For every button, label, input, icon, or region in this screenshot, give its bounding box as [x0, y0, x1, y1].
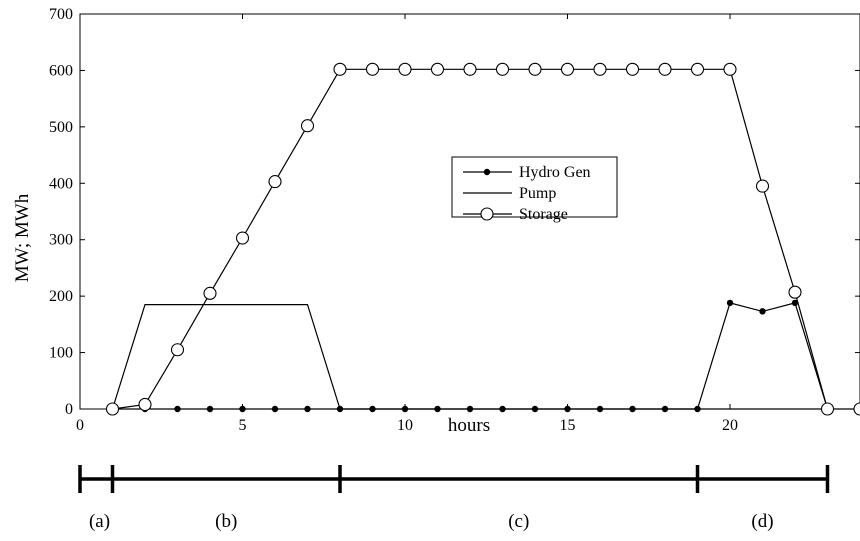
phase-label: (d) — [751, 511, 773, 532]
data-point-storage — [365, 62, 380, 76]
phase-label: (a) — [89, 511, 110, 532]
y-tick-label: 100 — [49, 345, 73, 362]
data-point-hydro-gen — [206, 405, 214, 413]
data-point-storage — [235, 231, 250, 245]
series-line-storage — [112, 68, 860, 410]
phase-label: (b) — [215, 511, 237, 532]
data-point-storage — [820, 402, 835, 416]
legend-label-hydro-gen: Hydro Gen — [519, 164, 591, 181]
series-line-hydro-gen — [112, 302, 829, 410]
data-point-storage — [203, 286, 217, 300]
data-point-storage — [138, 397, 152, 412]
data-point-storage — [528, 62, 542, 76]
x-tick-label: 10 — [397, 417, 413, 434]
data-point-storage — [560, 62, 575, 76]
data-point-hydro-gen — [304, 405, 311, 413]
data-point-storage — [593, 62, 607, 76]
data-point-storage — [690, 62, 705, 76]
data-point-hydro-gen — [271, 405, 279, 413]
series-layer — [105, 62, 860, 416]
data-point-hydro-gen — [759, 308, 766, 315]
data-point-storage — [300, 119, 315, 133]
series-line-pump — [111, 304, 828, 410]
x-axis-label: hours — [448, 415, 490, 436]
data-point-storage — [170, 343, 185, 357]
data-point-storage — [463, 62, 477, 76]
legend-box — [451, 156, 618, 218]
data-point-storage — [723, 62, 737, 76]
legend: Hydro Gen Pump Storage — [451, 156, 618, 223]
x-tick-label: 20 — [722, 417, 738, 434]
y-axis-label: MW; MWh — [12, 193, 33, 282]
data-point-storage — [755, 179, 770, 193]
phase-bar: (a) (b) (c) (d) — [78, 465, 830, 532]
data-point-storage — [333, 62, 347, 76]
data-point-hydro-gen — [174, 405, 181, 413]
y-tick-label: 600 — [49, 62, 73, 79]
x-tick-label: 15 — [560, 417, 576, 434]
data-point-hydro-gen — [239, 405, 246, 413]
y-tick-label: 500 — [49, 119, 73, 136]
data-point-storage — [853, 402, 860, 416]
series-storage — [105, 62, 860, 416]
series-pump — [111, 304, 828, 410]
legend-label-pump: Pump — [519, 185, 556, 202]
data-point-storage — [430, 62, 445, 76]
y-tick-label: 400 — [49, 175, 73, 192]
x-tick-label: 5 — [239, 417, 247, 434]
y-tick-label: 300 — [49, 232, 73, 249]
phase-label: (c) — [508, 511, 529, 532]
data-point-storage — [105, 402, 120, 416]
series-hydro-gen — [109, 299, 831, 413]
legend-marker-hydro-gen — [483, 168, 491, 176]
data-point-hydro-gen — [791, 299, 799, 307]
data-point-storage — [788, 285, 802, 299]
data-point-storage — [495, 62, 510, 76]
data-point-storage — [625, 62, 640, 76]
y-tick-label: 0 — [65, 401, 73, 418]
x-tick-label: 0 — [76, 417, 84, 434]
data-point-storage — [398, 62, 412, 76]
data-point-hydro-gen — [726, 299, 734, 307]
y-tick-label: 700 — [49, 6, 73, 23]
data-point-storage — [658, 62, 672, 76]
legend-label-storage: Storage — [519, 206, 568, 223]
legend-marker-storage — [480, 207, 494, 221]
y-tick-label: 200 — [49, 288, 73, 305]
data-point-storage — [268, 175, 282, 189]
